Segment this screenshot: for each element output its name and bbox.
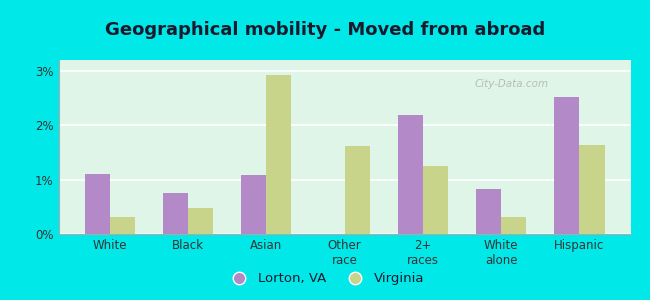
- Bar: [110, 217, 135, 234]
- Text: City-Data.com: City-Data.com: [474, 79, 549, 89]
- Bar: [422, 166, 448, 234]
- Bar: [84, 174, 110, 234]
- Bar: [579, 146, 604, 234]
- Bar: [241, 175, 266, 234]
- Legend: Lorton, VA, Virginia: Lorton, VA, Virginia: [221, 267, 429, 290]
- Bar: [501, 217, 526, 234]
- Bar: [398, 116, 423, 234]
- Bar: [344, 146, 370, 234]
- Bar: [162, 193, 188, 234]
- Text: Geographical mobility - Moved from abroad: Geographical mobility - Moved from abroa…: [105, 21, 545, 39]
- Bar: [188, 208, 213, 234]
- Bar: [266, 75, 291, 234]
- Bar: [476, 189, 501, 234]
- Bar: [554, 97, 579, 234]
